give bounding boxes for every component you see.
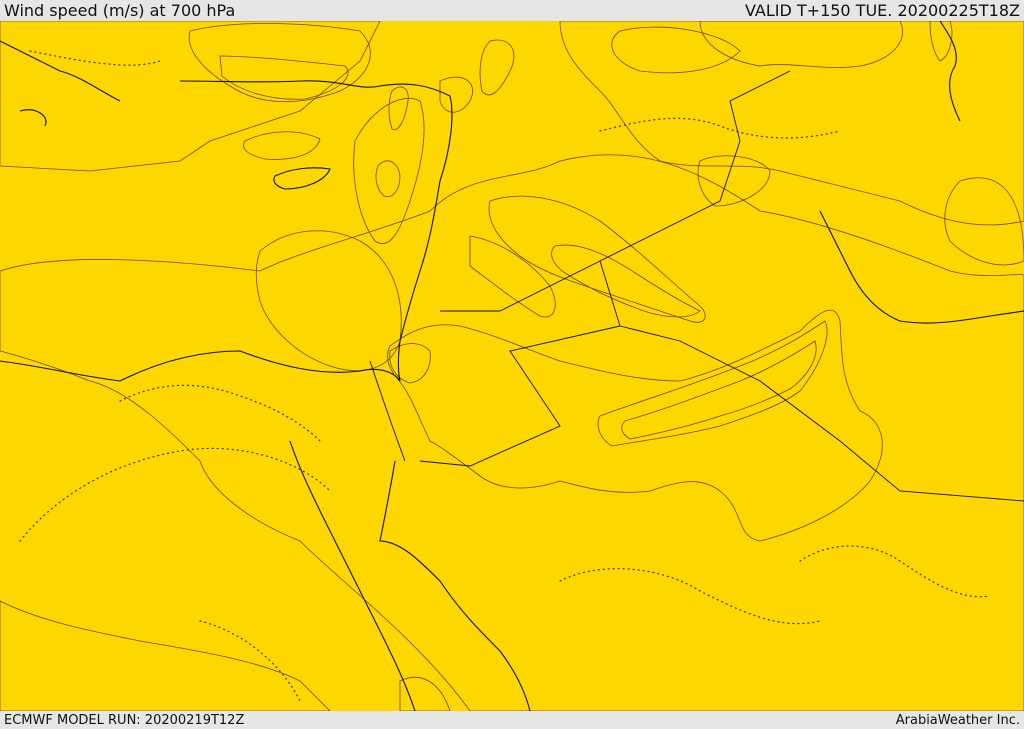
field-base [0,21,1024,711]
credit: ArabiaWeather Inc. [895,712,1020,728]
coastline-aegean [0,40,121,127]
map-footer: ECMWF MODEL RUN: 20200219T12Z ArabiaWeat… [0,711,1024,729]
field-band-lowest-levant2 [439,76,473,113]
isoline-dotted-7 [199,620,301,702]
field-band-lowest-syria [469,235,556,318]
field-calm-3 [697,155,771,207]
map-title: Wind speed (m/s) at 700 hPa [4,1,236,20]
field-band-higher-north [219,55,349,100]
field-band-higher-sinai [389,343,431,384]
field-calm-1 [611,26,741,74]
field-white-1 [388,86,409,131]
border-lines [369,70,1024,502]
isoline-dotted-2 [119,384,321,442]
isoline-dotted-6 [29,50,161,66]
field-band-high-north [188,23,371,103]
map-header: Wind speed (m/s) at 700 hPa VALID T+150 … [0,0,1024,21]
field-band-high-iraq [488,195,706,323]
coastline-redsea-west [289,440,416,711]
field-band-mid [0,21,1024,711]
field-white-3 [929,21,953,62]
field-band-lowest-east [944,177,1024,266]
field-band-lowest-sw [0,600,331,711]
coastline-levant [179,80,453,382]
coastline-caspian [939,21,961,122]
field-band-lowest-med [243,131,321,160]
isoline-dotted-1 [19,447,331,542]
field-band-highest-core [621,340,817,440]
field-band-lowest-ne [559,21,1024,226]
field-band-high-central [255,230,402,372]
coastline-gulf [819,210,1024,324]
field-band-high-iraq2 [551,244,701,318]
map-canvas [0,21,1024,711]
coastline-africa [0,350,401,382]
field-band-high-arabia [387,309,883,542]
valid-time: VALID T+150 TUE. 20200225T18Z [744,1,1020,20]
coastline-cyprus [273,167,331,190]
isoline-dotted-4 [799,545,991,598]
field-band-lowest-levant [353,98,425,244]
field-band-lowest-sw2 [399,676,451,711]
model-run: ECMWF MODEL RUN: 20200219T12Z [4,712,245,728]
isoline-dotted-3 [559,568,821,625]
field-calm-4 [479,39,515,96]
field-white-2 [375,160,401,198]
coastline-redsea-east [379,460,531,711]
field-calm-2 [699,21,903,68]
field-band-higher-core [597,320,828,447]
wind-speed-map[interactable] [0,21,1024,711]
